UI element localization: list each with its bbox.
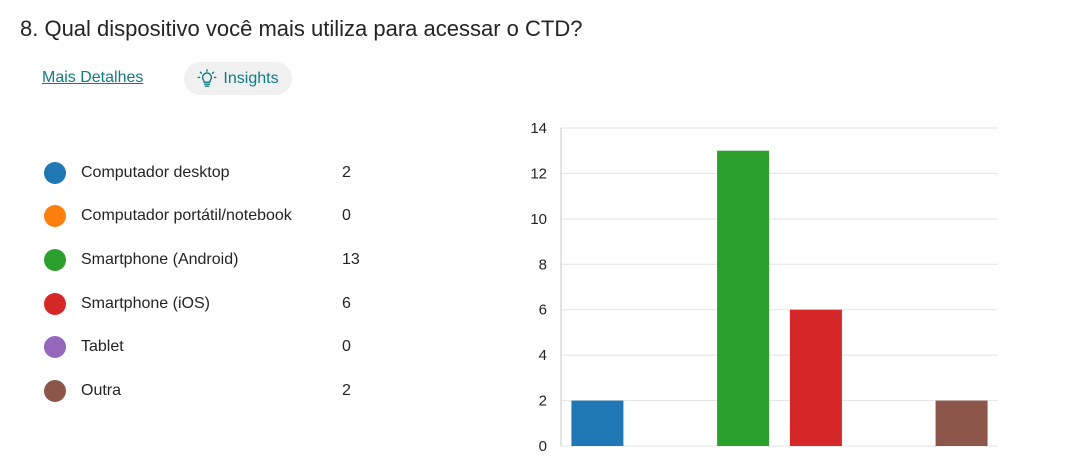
legend-label: Tablet [81, 338, 124, 356]
insights-button[interactable]: Insights [184, 62, 292, 95]
legend-item: Outra 2 [44, 369, 351, 413]
legend-count: 13 [342, 250, 360, 268]
legend-count: 0 [342, 207, 351, 225]
bar[interactable] [571, 400, 624, 446]
legend-label: Computador portátil/notebook [81, 207, 292, 225]
legend-label: Outra [81, 381, 122, 399]
bar[interactable] [935, 400, 988, 446]
question-title: 8. Qual dispositivo você mais utiliza pa… [20, 16, 583, 41]
legend-color-dot [44, 336, 66, 359]
legend-color-dot [44, 161, 66, 184]
legend-item: Tablet 0 [44, 325, 351, 369]
y-tick-label: 8 [539, 256, 547, 273]
y-tick-label: 10 [530, 211, 547, 228]
legend-item: Computador portátil/notebook 0 [44, 195, 351, 239]
y-tick-label: 4 [539, 347, 547, 364]
chart-legend: Computador desktop 2 Computador portátil/n… [44, 151, 360, 413]
more-details-link[interactable]: Mais Detalhes [42, 69, 144, 86]
insights-label: Insights [223, 69, 279, 87]
legend-count: 2 [342, 163, 351, 181]
y-tick-label: 14 [530, 120, 547, 137]
legend-count: 2 [342, 381, 351, 399]
y-tick-label: 12 [530, 165, 547, 182]
bar[interactable] [717, 150, 770, 446]
legend-label: Computador desktop [81, 163, 230, 181]
legend-item: Smartphone (Android) 13 [44, 238, 360, 282]
legend-color-dot [44, 248, 66, 271]
legend-count: 0 [342, 338, 351, 356]
y-tick-label: 6 [539, 302, 547, 319]
legend-item: Computador desktop 2 [44, 151, 351, 195]
y-tick-label: 0 [539, 438, 547, 455]
legend-color-dot [44, 379, 66, 402]
legend-label: Smartphone (iOS) [81, 294, 210, 312]
legend-item: Smartphone (iOS) 6 [44, 282, 351, 326]
bar[interactable] [789, 309, 842, 446]
legend-count: 6 [342, 294, 351, 312]
y-tick-label: 2 [539, 393, 547, 410]
lightbulb-icon [197, 68, 217, 89]
legend-color-dot [44, 205, 66, 228]
legend-label: Smartphone (Android) [81, 250, 239, 268]
legend-color-dot [44, 292, 66, 315]
